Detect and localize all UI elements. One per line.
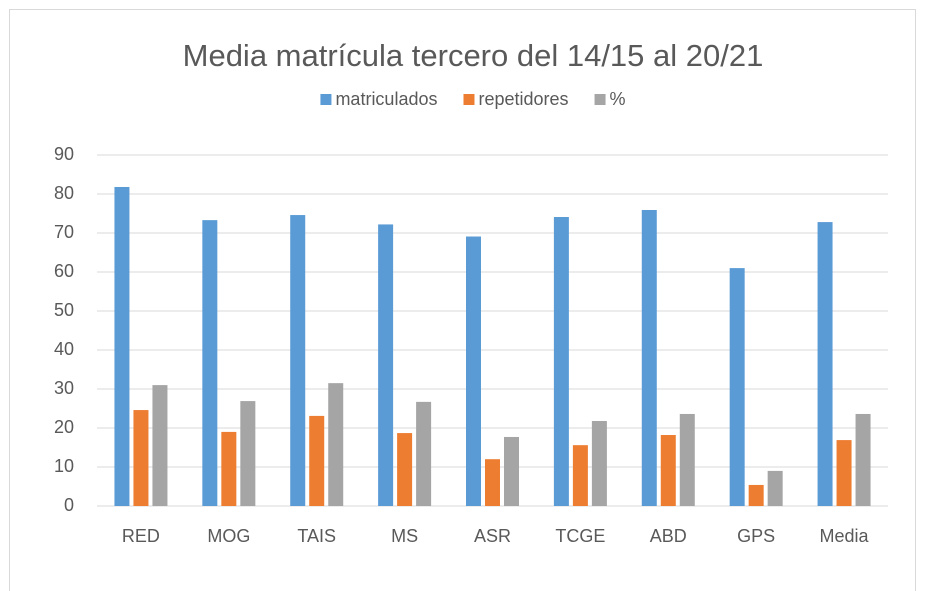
bar — [290, 215, 306, 506]
bar — [553, 217, 569, 506]
bar — [328, 383, 344, 506]
bar — [836, 440, 852, 506]
bar — [133, 410, 149, 506]
x-tick-label: TAIS — [297, 526, 336, 546]
bar — [397, 433, 413, 506]
bar — [504, 436, 519, 506]
bar — [679, 413, 695, 506]
chart-title: Media matrícula tercero del 14/15 al 20/… — [183, 38, 764, 73]
bar — [591, 420, 607, 506]
bar — [378, 224, 394, 507]
y-tick-label: 10 — [54, 456, 74, 476]
y-tick-label: 80 — [54, 183, 74, 203]
bar — [152, 385, 168, 506]
y-tick-label: 20 — [54, 417, 74, 437]
y-tick-label: 40 — [54, 339, 74, 359]
bar — [221, 431, 237, 506]
bar — [309, 415, 325, 506]
bar — [485, 459, 500, 506]
bar — [641, 209, 657, 507]
x-tick-label: GPS — [737, 526, 775, 546]
y-tick-label: 90 — [54, 144, 74, 164]
x-tick-label: MOG — [207, 526, 250, 546]
bar — [240, 401, 256, 506]
y-tick-label: 50 — [54, 300, 74, 320]
bar — [817, 222, 833, 506]
y-tick-label: 30 — [54, 378, 74, 398]
bar — [572, 445, 588, 506]
y-tick-label: 0 — [64, 495, 74, 515]
legend-label: % — [610, 89, 626, 109]
bar — [748, 484, 764, 506]
legend-label: matriculados — [335, 89, 437, 109]
bar — [767, 470, 783, 506]
legend-label: repetidores — [478, 89, 568, 109]
x-tick-label: ASR — [474, 526, 511, 546]
bar — [729, 268, 745, 506]
x-tick-label: Media — [820, 526, 870, 546]
x-tick-label: TCGE — [555, 526, 605, 546]
bar — [660, 435, 676, 506]
x-tick-label: ABD — [650, 526, 687, 546]
bar — [466, 236, 481, 506]
bar — [114, 186, 130, 507]
y-tick-label: 60 — [54, 261, 74, 281]
y-tick-label: 70 — [54, 222, 74, 242]
bar — [855, 413, 871, 506]
x-tick-label: MS — [391, 526, 418, 546]
x-tick-label: RED — [122, 526, 160, 546]
legend-swatch — [463, 94, 475, 105]
bar — [202, 220, 218, 506]
legend-swatch — [320, 94, 332, 105]
bar — [416, 401, 432, 506]
legend-swatch — [594, 94, 606, 105]
